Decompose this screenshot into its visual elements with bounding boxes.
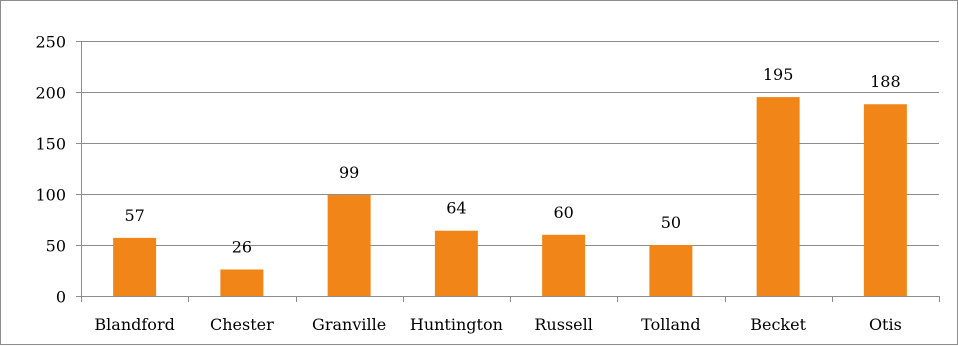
y-tick-label: 0 bbox=[56, 288, 66, 307]
x-tick-label: Russell bbox=[534, 315, 592, 334]
y-tick-label: 50 bbox=[46, 237, 66, 256]
data-label: 195 bbox=[763, 65, 794, 84]
bar bbox=[649, 245, 693, 296]
x-tick-label: Blandford bbox=[94, 315, 174, 334]
x-tick-label: Otis bbox=[869, 315, 902, 334]
x-tick-label: Granville bbox=[312, 315, 386, 334]
bar bbox=[113, 237, 157, 296]
data-label: 60 bbox=[553, 203, 573, 222]
y-tick-label: 250 bbox=[35, 33, 66, 52]
bar bbox=[542, 234, 586, 296]
y-tick-label: 100 bbox=[35, 186, 66, 205]
data-label: 64 bbox=[446, 199, 466, 218]
y-tick-label: 200 bbox=[35, 84, 66, 103]
x-axis-ticks: Blandford Chester Granville Huntington Russe… bbox=[94, 315, 901, 334]
x-tick-label: Huntington bbox=[410, 315, 503, 334]
x-tick-label: Becket bbox=[750, 315, 806, 334]
bars bbox=[113, 97, 907, 297]
data-label: 57 bbox=[124, 206, 144, 225]
y-axis-ticks: 0 50 100 150 200 250 bbox=[35, 33, 81, 307]
data-label: 188 bbox=[870, 72, 901, 91]
data-label: 50 bbox=[661, 213, 681, 232]
bar bbox=[434, 230, 478, 296]
bar bbox=[863, 104, 907, 297]
y-tick-label: 150 bbox=[35, 135, 66, 154]
bar bbox=[220, 269, 264, 296]
gridlines bbox=[81, 41, 939, 246]
bar bbox=[756, 97, 800, 296]
x-tick-label: Chester bbox=[210, 315, 274, 334]
x-tick-label: Tolland bbox=[641, 315, 700, 334]
axes bbox=[81, 41, 940, 302]
data-label: 99 bbox=[339, 163, 359, 182]
data-labels: 57 26 99 64 60 50 195 188 bbox=[124, 65, 900, 256]
bar bbox=[327, 195, 371, 296]
data-label: 26 bbox=[232, 237, 252, 256]
